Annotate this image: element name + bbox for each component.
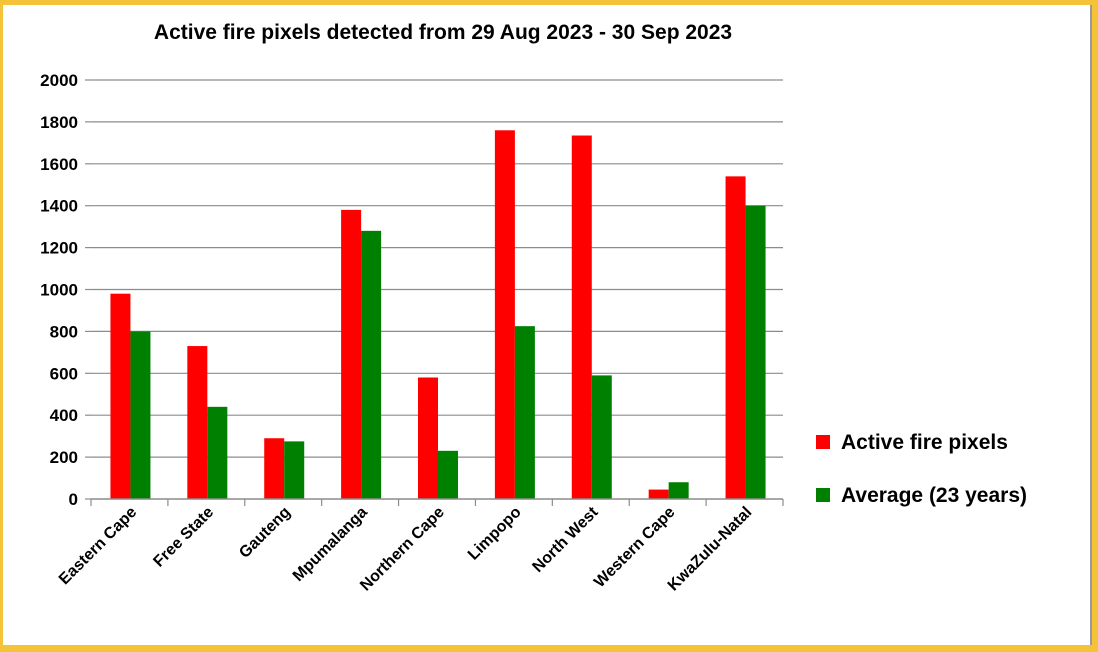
x-tick-label: Mpumalanga — [290, 504, 371, 585]
x-tick-label: Western Cape — [591, 504, 678, 591]
bar-active-fire-kwazulu-natal — [725, 176, 746, 499]
bar-active-fire-gauteng — [264, 438, 285, 499]
bar-chart: Active fire pixels detected from 29 Aug … — [40, 21, 1027, 594]
y-tick-label: 1200 — [40, 239, 78, 258]
bar-active-fire-free-state — [187, 346, 208, 499]
legend-label: Active fire pixels — [841, 431, 1008, 454]
y-tick-label: 1000 — [40, 281, 78, 300]
bar-active-fire-western-cape — [648, 489, 669, 499]
x-tick-label: KwaZulu-Natal — [665, 504, 756, 595]
y-tick-label: 400 — [50, 406, 78, 425]
bar-average-kwazulu-natal — [745, 205, 766, 499]
legend: Active fire pixels Average (23 years) — [816, 431, 1027, 507]
bar-average-limpopo — [514, 326, 535, 499]
chart-title: Active fire pixels detected from 29 Aug … — [154, 21, 732, 44]
bar-active-fire-eastern-cape — [110, 293, 131, 499]
y-tick-label: 600 — [50, 364, 78, 383]
x-axis — [90, 498, 784, 506]
x-axis-ticks: Eastern Cape Free State GautengMpumalangaN… — [56, 503, 755, 594]
x-tick-label: Gauteng — [236, 504, 294, 562]
y-tick-label: 1400 — [40, 197, 78, 216]
x-tick-label: Free State — [150, 504, 217, 571]
bar-active-fire-north-west — [571, 135, 592, 499]
chart-frame: Active fire pixels detected from 29 Aug … — [3, 5, 1092, 645]
legend-label: Average (23 years) — [841, 484, 1027, 507]
bar-average-northern-cape — [438, 450, 458, 499]
y-tick-label: 200 — [50, 448, 78, 467]
bar-active-fire-mpumalanga — [341, 209, 362, 499]
bar-average-western-cape — [668, 482, 689, 499]
x-tick-label: Eastern Cape — [56, 504, 140, 588]
y-axis-ticks: 0 200 400 600 800 1000 1200 1400 1600 1800 2000 — [40, 71, 78, 509]
bar-average-mpumalanga — [361, 230, 382, 499]
bar-average-gauteng — [284, 441, 305, 499]
legend-swatch — [816, 435, 830, 449]
bars — [110, 130, 766, 499]
y-tick-label: 2000 — [40, 71, 78, 90]
x-tick-label: North West — [529, 503, 602, 576]
x-tick-label: Limpopo — [465, 504, 525, 564]
bar-average-eastern-cape — [130, 331, 151, 499]
y-tick-label: 1600 — [40, 155, 78, 174]
y-tick-label: 1800 — [40, 113, 78, 132]
y-tick-label: 0 — [69, 490, 78, 509]
y-tick-label: 800 — [50, 322, 78, 341]
bar-average-north-west — [591, 375, 612, 499]
bar-average-free-state — [207, 406, 228, 499]
bar-active-fire-limpopo — [494, 130, 515, 499]
x-tick-label: Northern Cape — [357, 504, 448, 595]
bar-active-fire-northern-cape — [418, 377, 438, 499]
legend-swatch — [816, 488, 830, 502]
